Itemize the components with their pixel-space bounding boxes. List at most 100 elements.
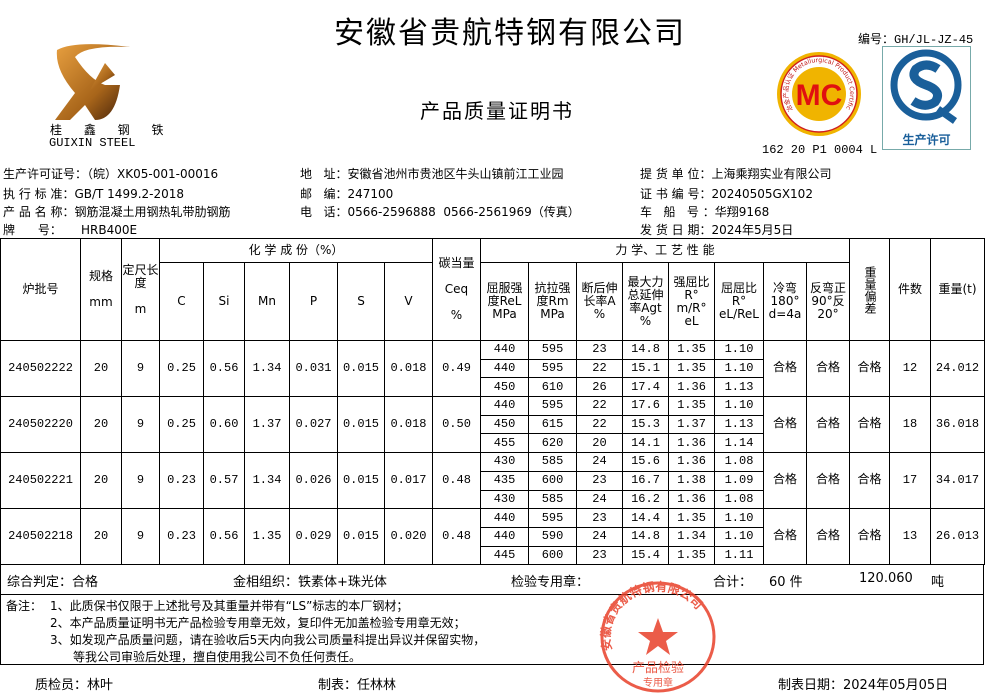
ratio1-cell: 1.36 <box>668 452 715 472</box>
length-cell: 9 <box>121 339 160 398</box>
ratio1-cell: 1.34 <box>668 526 715 547</box>
elongation-cell: 22 <box>576 396 623 416</box>
header-ceq: 碳当量 Ceq% <box>432 238 481 341</box>
chem-mn-cell: 1.37 <box>244 396 290 454</box>
cold-bend-cell: 合格 <box>763 508 807 566</box>
rel-cell: 440 <box>480 508 529 528</box>
ceq-cell: 0.48 <box>432 508 481 566</box>
ratio2-cell: 1.08 <box>714 489 764 510</box>
chem-s-cell: 0.015 <box>337 339 385 398</box>
elongation-cell: 23 <box>576 340 623 360</box>
preparer: 制表：任林林 <box>318 678 397 693</box>
header-length: 定尺长度 m <box>121 238 160 341</box>
vehicle-field: 车 船 号 ：华翔9168 <box>640 205 770 219</box>
agt-cell: 15.3 <box>622 414 669 435</box>
header-chemical: 化 学 成 份（%） <box>159 238 433 263</box>
spec-cell: 20 <box>80 508 122 566</box>
agt-cell: 17.6 <box>622 396 669 416</box>
rm-cell: 600 <box>528 470 577 491</box>
weight-cell: 36.018 <box>930 396 985 454</box>
length-cell: 9 <box>121 452 160 510</box>
phone-field: 电 话：0566-2596888 0566-2561969（传真） <box>300 205 580 219</box>
rm-cell: 585 <box>528 489 577 510</box>
weight-deviation-cell: 合格 <box>849 452 890 510</box>
stamp-center-text: 产品检验 <box>632 660 684 676</box>
license-field: 生产许可证号：（皖）XK05-001-00016 <box>3 167 219 181</box>
elongation-cell: 24 <box>576 489 623 510</box>
ratio1-cell: 1.36 <box>668 489 715 510</box>
elongation-cell: 24 <box>576 526 623 547</box>
summary-row: 综合判定：合格 金相组织：铁素体+珠光体 检验专用章： 合计： 60 件 120… <box>0 565 984 595</box>
weight-cell: 24.012 <box>930 339 985 398</box>
rebend-cell: 合格 <box>806 339 850 398</box>
table-row: 455 620 20 14.1 1.36 1.14 <box>1 433 985 454</box>
ratio2-cell: 1.13 <box>714 377 764 398</box>
header-rm: 抗拉强度Rm MPa <box>528 262 577 341</box>
logo-en-text: GUIXIN STEEL <box>49 136 136 150</box>
ratio1-cell: 1.36 <box>668 377 715 398</box>
note-3: 3、如发现产品质量问题，请在验收后5天内向我公司质量科提出异议并保留实物， <box>50 633 486 647</box>
chem-mn-cell: 1.35 <box>244 508 290 566</box>
postcode-field: 邮 编：247100 <box>300 187 394 201</box>
note-4: 等我公司审验后处理，擅自使用我公司不负任何责任。 <box>73 650 362 664</box>
pieces-cell: 12 <box>889 339 931 398</box>
chem-v-cell: 0.018 <box>384 396 433 454</box>
weight-deviation-cell: 合格 <box>849 339 890 398</box>
rel-cell: 440 <box>480 358 529 379</box>
rm-cell: 595 <box>528 358 577 379</box>
ship-date-field: 发 货 日 期：2024年5月5日 <box>640 223 794 237</box>
rm-cell: 590 <box>528 526 577 547</box>
rel-cell: 450 <box>480 414 529 435</box>
ratio2-cell: 1.09 <box>714 470 764 491</box>
rel-cell: 430 <box>480 452 529 472</box>
product-field: 产 品 名 称：钢筋混凝土用钢热轧带肋钢筋 <box>3 205 231 219</box>
elongation-cell: 22 <box>576 358 623 379</box>
header-ratio2: 屈屈比R° eL/ReL <box>714 262 764 341</box>
notes-box: 备注： 1、此质保书仅限于上述批号及其重量并带有“LS”标志的本厂钢材； 2、本… <box>0 595 984 665</box>
chem-c-cell: 0.23 <box>159 452 204 510</box>
ceq-cell: 0.48 <box>432 452 481 510</box>
header-cold-bend: 冷弯180° d=4a <box>763 262 807 341</box>
chem-c-cell: 0.25 <box>159 396 204 454</box>
test-results-table: 炉批号 规格 mm 定尺长度 m 化 学 成 份（%） 碳当量 Ceq% 力 学、工 … <box>0 238 985 566</box>
header-v: V <box>384 262 433 341</box>
rm-cell: 595 <box>528 508 577 528</box>
chem-mn-cell: 1.34 <box>244 339 290 398</box>
ratio2-cell: 1.10 <box>714 508 764 528</box>
chem-s-cell: 0.015 <box>337 508 385 566</box>
elongation-cell: 23 <box>576 545 623 566</box>
agt-cell: 17.4 <box>622 377 669 398</box>
chem-s-cell: 0.015 <box>337 452 385 510</box>
ratio2-cell: 1.08 <box>714 452 764 472</box>
chem-v-cell: 0.017 <box>384 452 433 510</box>
header-p: P <box>289 262 338 341</box>
rm-cell: 595 <box>528 340 577 360</box>
table-row: 240502222 20 9 0.25 0.56 1.34 0.031 0.015 0.018 0… <box>0 339 985 398</box>
chem-p-cell: 0.029 <box>289 508 338 566</box>
rel-cell: 440 <box>480 396 529 416</box>
star-icon <box>638 618 678 655</box>
elongation-cell: 23 <box>576 470 623 491</box>
ratio1-cell: 1.36 <box>668 433 715 454</box>
spec-cell: 20 <box>80 339 122 398</box>
consignee-field: 提 货 单 位：上海乘翔实业有限公司 <box>640 167 832 181</box>
chem-si-cell: 0.60 <box>203 396 245 454</box>
cold-bend-cell: 合格 <box>763 452 807 510</box>
header-si: Si <box>203 262 245 341</box>
rel-cell: 450 <box>480 377 529 398</box>
agt-cell: 15.6 <box>622 452 669 472</box>
weight-cell: 26.013 <box>930 508 985 566</box>
agt-cell: 14.8 <box>622 526 669 547</box>
table-row: 240502221 20 9 0.23 0.57 1.34 0.026 0.015 0.017 0… <box>0 452 985 510</box>
chem-p-cell: 0.031 <box>289 339 338 398</box>
header-agt: 最大力总延伸率Agt % <box>622 262 669 341</box>
rel-cell: 440 <box>480 526 529 547</box>
table-row: 445 600 23 15.4 1.35 1.11 <box>1 545 985 566</box>
rel-cell: 445 <box>480 545 529 566</box>
ratio2-cell: 1.13 <box>714 414 764 435</box>
pieces-cell: 17 <box>889 452 931 510</box>
ratio1-cell: 1.35 <box>668 396 715 416</box>
prepared-date: 制表日期：2024年05月05日 <box>778 678 949 693</box>
chem-c-cell: 0.25 <box>159 339 204 398</box>
batch-cell: 240502222 <box>0 339 81 398</box>
